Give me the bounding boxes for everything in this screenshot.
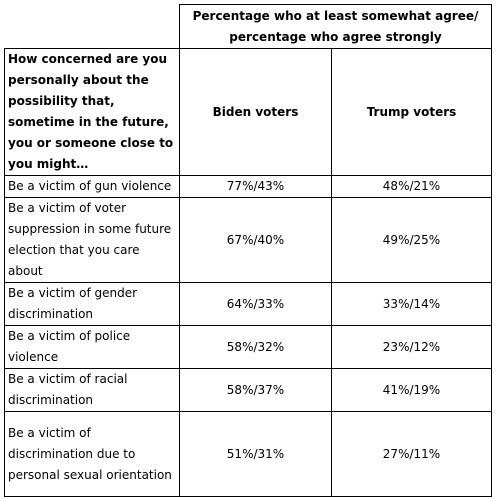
column-header-row: How concerned are you personally about t… [4,48,492,176]
biden-value: 51%/31% [179,411,332,497]
row-label: Be a victim of racial discrimination [4,368,180,412]
table-row: Be a victim of voter suppression in some… [4,197,492,283]
row-label: Be a victim of gender discrimination [4,282,180,326]
row-label: Be a victim of gun violence [4,175,180,198]
group-header: Percentage who at least somewhat agree/ … [179,4,492,49]
row-label: Be a victim of voter suppression in some… [4,197,180,283]
trump-value: 33%/14% [331,282,492,326]
table-row: Be a victim of discrimination due to per… [4,411,492,497]
table-row: Be a victim of racial discrimination 58%… [4,368,492,412]
biden-value: 58%/32% [179,325,332,369]
trump-value: 41%/19% [331,368,492,412]
group-header-row: Percentage who at least somewhat agree/ … [4,4,492,49]
trump-value: 23%/12% [331,325,492,369]
survey-table: Percentage who at least somewhat agree/ … [4,4,492,497]
question-header: How concerned are you personally about t… [4,48,180,176]
column-header-biden: Biden voters [179,48,332,176]
trump-value: 27%/11% [331,411,492,497]
row-label: Be a victim of discrimination due to per… [4,411,180,497]
column-header-trump: Trump voters [331,48,492,176]
blank-corner-cell [4,4,180,49]
biden-value: 58%/37% [179,368,332,412]
trump-value: 49%/25% [331,197,492,283]
row-label: Be a victim of police violence [4,325,180,369]
table-row: Be a victim of gender discrimination 64%… [4,282,492,326]
biden-value: 77%/43% [179,175,332,198]
table-row: Be a victim of police violence 58%/32% 2… [4,325,492,369]
trump-value: 48%/21% [331,175,492,198]
biden-value: 67%/40% [179,197,332,283]
biden-value: 64%/33% [179,282,332,326]
table-row: Be a victim of gun violence 77%/43% 48%/… [4,175,492,198]
